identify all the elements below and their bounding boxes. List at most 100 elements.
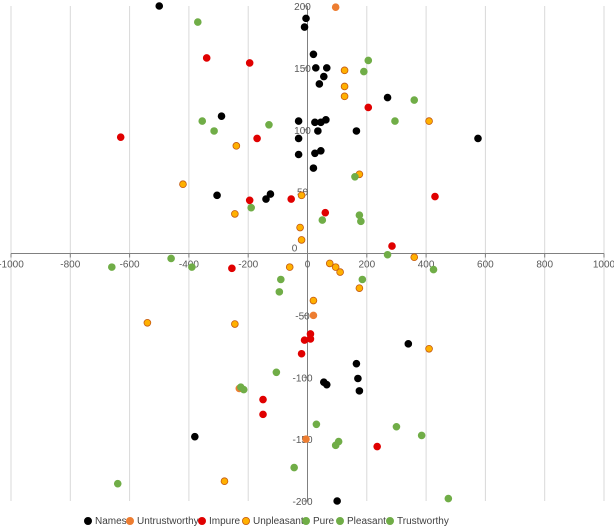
data-point-unpleasant [325, 259, 334, 268]
data-point-impure [202, 54, 211, 62]
legend-item-impure: Impure [197, 516, 241, 527]
legend-label: Unpleasant [253, 516, 304, 527]
data-points [108, 2, 482, 505]
data-point-unpleasant [331, 263, 340, 271]
data-point-impure [228, 264, 236, 273]
data-point-unpleasant [285, 263, 294, 271]
data-point-unpleasant [297, 236, 306, 244]
data-point-pure [392, 422, 401, 431]
data-point-untrustworthy [302, 435, 310, 443]
legend-label: Pleasant [347, 516, 386, 527]
x-tick-label: 600 [477, 260, 494, 271]
data-point-pure [188, 263, 196, 271]
data-point-pure [239, 385, 248, 394]
y-tick-label: 150 [294, 64, 311, 75]
x-tick-label: 800 [536, 260, 553, 271]
data-point-impure [388, 242, 396, 250]
data-point-names [383, 93, 392, 102]
data-point-pure [357, 217, 365, 226]
legend-item-untrustworthy: Untrustworthy [126, 516, 199, 527]
data-point-impure [245, 59, 254, 67]
data-point-names [294, 150, 303, 159]
data-point-names [322, 64, 331, 72]
legend-item-pure: Pure [301, 516, 335, 527]
series-pure [108, 18, 453, 503]
data-point-pure [108, 263, 116, 271]
data-point-unpleasant [231, 320, 239, 328]
x-tick-label: 200 [358, 260, 375, 271]
data-point-pure [113, 479, 122, 488]
legend-item-pleasant: Pleasant [335, 516, 386, 527]
series-unpleasant [143, 66, 433, 486]
series-impure [116, 54, 439, 451]
data-point-pure [277, 275, 285, 284]
data-point-pure [351, 172, 359, 181]
data-point-names [320, 72, 328, 81]
data-point-untrustworthy [309, 311, 318, 320]
data-point-names [354, 374, 362, 383]
data-point-pure [360, 67, 368, 76]
data-point-pure [331, 441, 340, 450]
data-point-unpleasant [410, 253, 419, 262]
data-point-pure [444, 494, 453, 503]
data-point-names [155, 2, 164, 10]
data-point-impure [306, 330, 315, 338]
data-point-pure [318, 216, 327, 224]
legend-label: Impure [209, 516, 241, 527]
x-tick-label: 1000 [593, 260, 614, 271]
data-point-unpleasant [220, 477, 229, 486]
data-point-unpleasant [340, 66, 349, 75]
data-point-names [312, 64, 320, 72]
data-point-unpleasant [143, 318, 152, 327]
data-point-names [474, 134, 482, 143]
legend-label: Untrustworthy [137, 516, 199, 527]
data-point-names [309, 164, 318, 172]
x-tick-label: -800 [60, 260, 80, 271]
y-tick-label: 200 [294, 2, 311, 13]
legend-marker [301, 517, 310, 526]
data-point-pure [167, 254, 175, 263]
data-point-impure [116, 133, 125, 141]
data-point-untrustworthy [331, 3, 340, 12]
data-point-names [322, 116, 330, 124]
data-point-impure [297, 349, 306, 358]
x-tick-label: -1000 [0, 260, 24, 271]
data-point-impure [364, 103, 373, 112]
data-point-pure [265, 121, 273, 129]
data-point-pure [275, 288, 284, 296]
data-point-pure [193, 18, 202, 26]
data-point-impure [259, 410, 267, 419]
series-untrustworthy [235, 3, 340, 443]
data-point-impure [373, 442, 381, 451]
axes [10, 5, 605, 502]
data-point-pure [429, 265, 438, 274]
x-tick-label: 0 [305, 260, 311, 271]
data-point-pure [290, 463, 298, 472]
data-point-names [294, 117, 303, 125]
data-point-pure [410, 96, 419, 104]
data-point-names [294, 134, 303, 143]
data-point-pure [391, 117, 399, 125]
data-point-names [355, 387, 364, 395]
data-point-unpleasant [355, 284, 364, 292]
data-point-unpleasant [231, 210, 239, 218]
data-point-names [300, 23, 309, 31]
legend-item-trustworthy: Trustworthy [385, 516, 449, 527]
legend-marker [126, 517, 135, 526]
data-point-pure [198, 117, 207, 125]
legend: Names Untrustworthy Impure Unpleasant Pure Pl… [84, 516, 449, 527]
data-point-unpleasant [232, 142, 241, 150]
data-point-pure [210, 127, 218, 135]
data-point-pure [358, 275, 367, 284]
data-point-impure [259, 395, 267, 404]
data-point-unpleasant [179, 180, 187, 189]
data-point-names [315, 80, 324, 88]
data-point-names [314, 127, 322, 135]
data-point-names [262, 195, 270, 203]
data-point-unpleasant [297, 191, 306, 200]
data-point-pure [272, 368, 281, 377]
data-point-pure [417, 431, 426, 440]
series-names [155, 2, 482, 505]
y-tick-label: -100 [292, 373, 312, 384]
